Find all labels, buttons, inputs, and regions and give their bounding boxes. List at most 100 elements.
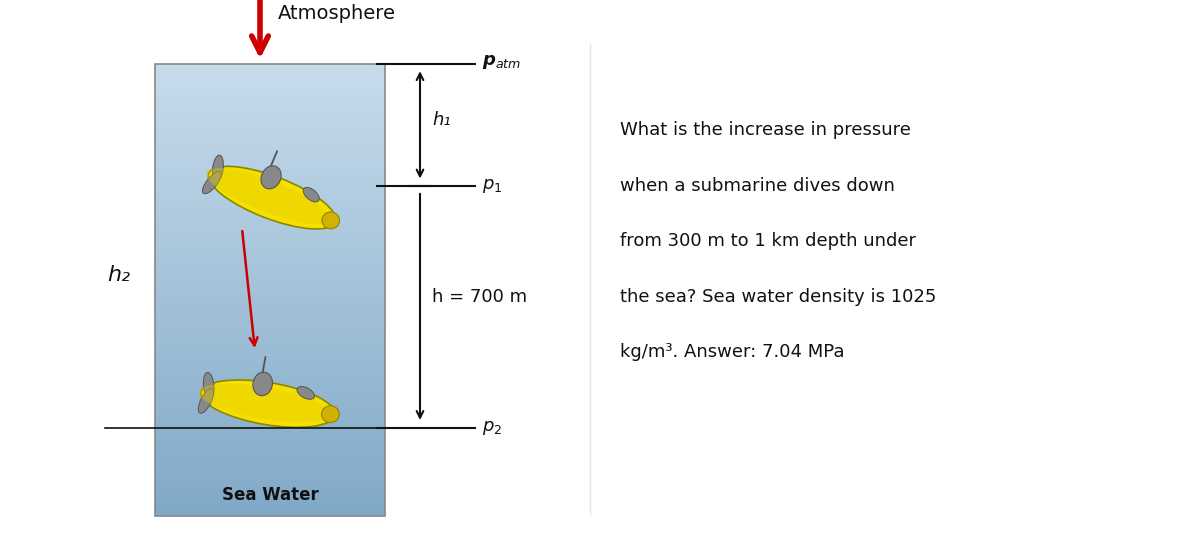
Bar [155, 377, 385, 380]
Bar [155, 305, 385, 308]
Bar [155, 507, 385, 510]
Bar [155, 78, 385, 82]
Bar [155, 464, 385, 467]
Bar [155, 109, 385, 112]
Bar [155, 314, 385, 317]
Bar [155, 232, 385, 236]
Bar [155, 136, 385, 139]
Bar [155, 404, 385, 407]
Bar [155, 495, 385, 498]
Bar [155, 260, 385, 263]
Bar [155, 157, 385, 160]
Bar [155, 407, 385, 410]
Bar [155, 338, 385, 341]
Ellipse shape [253, 372, 272, 395]
Bar [155, 425, 385, 429]
Bar [155, 401, 385, 404]
Bar [155, 280, 385, 284]
Ellipse shape [203, 373, 214, 399]
Bar [155, 386, 385, 389]
Ellipse shape [200, 380, 335, 427]
Bar [155, 473, 385, 477]
Bar [155, 269, 385, 271]
Circle shape [322, 212, 340, 229]
Bar [155, 498, 385, 500]
Text: h = 700 m: h = 700 m [432, 288, 527, 306]
Bar [155, 462, 385, 464]
Text: h₁: h₁ [432, 111, 451, 129]
Text: $\boldsymbol{p_2}$: $\boldsymbol{p_2}$ [482, 418, 503, 437]
Bar [155, 163, 385, 166]
Bar [155, 371, 385, 374]
Bar [155, 298, 385, 302]
Bar [155, 205, 385, 208]
Bar [155, 353, 385, 356]
Bar [155, 344, 385, 347]
Bar [155, 178, 385, 181]
Bar [155, 471, 385, 473]
Bar [155, 82, 385, 85]
Bar [155, 510, 385, 513]
Text: kg/m³. Answer: 7.04 MPa: kg/m³. Answer: 7.04 MPa [620, 343, 845, 361]
Bar [155, 326, 385, 329]
Bar [155, 115, 385, 118]
Ellipse shape [212, 155, 223, 182]
Bar [155, 166, 385, 169]
Bar [155, 453, 385, 456]
Bar [155, 419, 385, 422]
Bar [155, 193, 385, 196]
Bar [155, 447, 385, 449]
Bar [155, 368, 385, 371]
Bar [155, 172, 385, 175]
Bar [155, 274, 385, 278]
Bar [155, 124, 385, 127]
Bar [155, 202, 385, 205]
Bar [155, 429, 385, 431]
Text: What is the increase in pressure: What is the increase in pressure [620, 121, 911, 139]
Ellipse shape [296, 386, 314, 399]
Bar [155, 347, 385, 350]
Bar [155, 443, 385, 447]
Bar [155, 293, 385, 296]
Bar [155, 220, 385, 223]
Text: the sea? Sea water density is 1025: the sea? Sea water density is 1025 [620, 288, 936, 306]
Bar [155, 241, 385, 245]
Bar [155, 187, 385, 190]
Bar [155, 251, 385, 254]
Bar [155, 350, 385, 353]
Bar [155, 100, 385, 103]
Bar [155, 169, 385, 172]
Bar [155, 254, 385, 256]
Bar [155, 491, 385, 495]
Bar [155, 438, 385, 440]
Bar [155, 359, 385, 362]
Bar [155, 278, 385, 280]
Bar [155, 148, 385, 151]
Bar [155, 317, 385, 320]
Text: Sea Water: Sea Water [222, 486, 318, 504]
Bar [155, 504, 385, 507]
Bar [155, 208, 385, 211]
Bar [155, 63, 385, 516]
Bar [155, 500, 385, 504]
Bar [155, 256, 385, 260]
Bar [155, 389, 385, 392]
Bar [155, 223, 385, 227]
Bar [155, 449, 385, 453]
Bar [155, 467, 385, 471]
Bar [155, 96, 385, 100]
Bar [155, 323, 385, 326]
Bar [155, 341, 385, 344]
Bar [155, 227, 385, 229]
Ellipse shape [304, 188, 319, 202]
Text: Atmosphere: Atmosphere [278, 4, 396, 23]
Bar [155, 238, 385, 241]
Bar [155, 70, 385, 72]
Bar [155, 413, 385, 416]
Bar [155, 199, 385, 202]
Bar [155, 214, 385, 217]
Bar [155, 121, 385, 124]
Text: from 300 m to 1 km depth under: from 300 m to 1 km depth under [620, 232, 916, 250]
Bar [155, 211, 385, 214]
Bar [155, 133, 385, 136]
